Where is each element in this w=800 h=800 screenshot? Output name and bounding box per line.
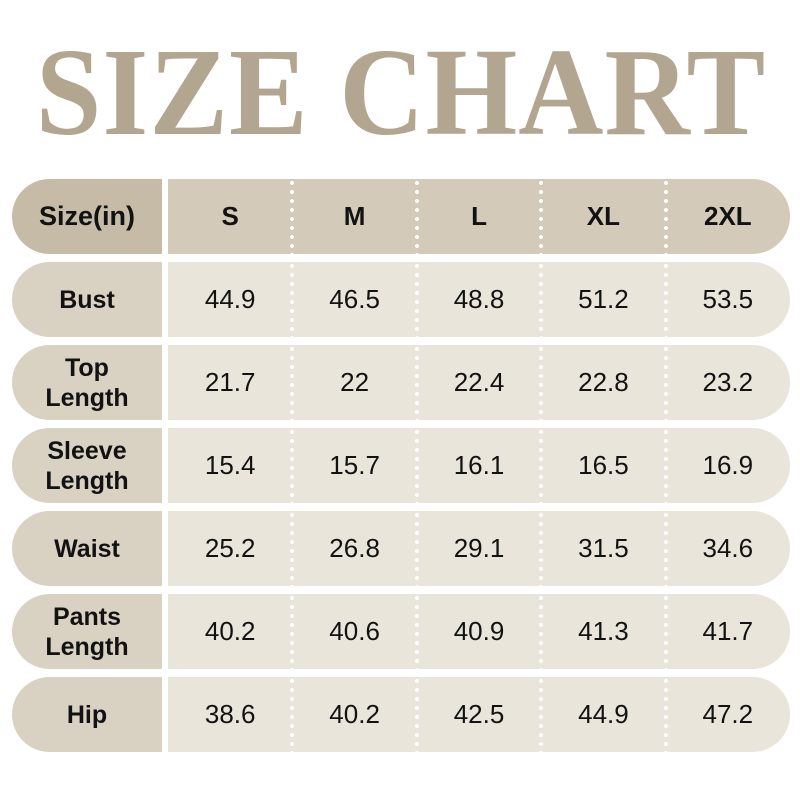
table-cell: 38.6 bbox=[204, 699, 256, 730]
table-body: Bust 44.9 46.5 48.8 51.2 53.5 Top Length… bbox=[12, 262, 790, 753]
row-label: Top Length bbox=[12, 345, 162, 421]
table-row: Bust 44.9 46.5 48.8 51.2 53.5 bbox=[12, 262, 790, 338]
table-cell: 23.2 bbox=[663, 345, 790, 421]
row-values: 38.6 40.2 42.5 44.9 47.2 bbox=[168, 677, 790, 753]
table-cell: 22 bbox=[290, 345, 416, 421]
table-cell: 22.8 bbox=[539, 345, 665, 421]
table-cell: 46.5 bbox=[290, 262, 416, 338]
table-cell: 41.7 bbox=[663, 594, 790, 670]
column-header-2xl: 2XL bbox=[663, 179, 790, 255]
table-cell: 31.5 bbox=[539, 511, 665, 587]
column-header-l: L bbox=[414, 179, 541, 255]
row-label: Sleeve Length bbox=[12, 428, 162, 504]
table-cell: 44.9 bbox=[204, 284, 256, 315]
table-cell: 44.9 bbox=[539, 677, 665, 753]
row-values: 40.2 40.6 40.9 41.3 41.7 bbox=[168, 594, 790, 670]
row-values: 25.2 26.8 29.1 31.5 34.6 bbox=[168, 511, 790, 587]
page-title: SIZE CHART bbox=[35, 22, 767, 162]
table-cell: 25.2 bbox=[204, 533, 256, 564]
table-cell: 26.8 bbox=[290, 511, 416, 587]
table-corner-header: Size(in) bbox=[12, 179, 162, 255]
table-row: Waist 25.2 26.8 29.1 31.5 34.6 bbox=[12, 511, 790, 587]
table-cell: 40.9 bbox=[414, 594, 541, 670]
row-label: Bust bbox=[12, 262, 162, 338]
row-label: Pants Length bbox=[12, 594, 162, 670]
size-table: Size(in) S M L XL 2XL Bust 44.9 46.5 48.… bbox=[12, 179, 790, 753]
table-cell: 40.2 bbox=[204, 616, 256, 647]
table-cell: 15.7 bbox=[290, 428, 416, 504]
column-header-xl: XL bbox=[539, 179, 665, 255]
header-values: S M L XL 2XL bbox=[168, 179, 790, 255]
table-cell: 48.8 bbox=[414, 262, 541, 338]
table-cell: 22.4 bbox=[414, 345, 541, 421]
column-header-m: M bbox=[290, 179, 416, 255]
row-label: Waist bbox=[12, 511, 162, 587]
row-values: 15.4 15.7 16.1 16.5 16.9 bbox=[168, 428, 790, 504]
table-cell: 15.4 bbox=[204, 450, 256, 481]
table-row: Hip 38.6 40.2 42.5 44.9 47.2 bbox=[12, 677, 790, 753]
table-cell: 29.1 bbox=[414, 511, 541, 587]
table-cell: 41.3 bbox=[539, 594, 665, 670]
table-cell: 21.7 bbox=[204, 367, 256, 398]
table-cell: 16.5 bbox=[539, 428, 665, 504]
table-cell: 51.2 bbox=[539, 262, 665, 338]
table-cell: 47.2 bbox=[663, 677, 790, 753]
table-cell: 34.6 bbox=[663, 511, 790, 587]
row-values: 44.9 46.5 48.8 51.2 53.5 bbox=[168, 262, 790, 338]
table-cell: 16.9 bbox=[663, 428, 790, 504]
table-cell: 53.5 bbox=[663, 262, 790, 338]
table-row: Sleeve Length 15.4 15.7 16.1 16.5 16.9 bbox=[12, 428, 790, 504]
table-cell: 40.6 bbox=[290, 594, 416, 670]
table-cell: 40.2 bbox=[290, 677, 416, 753]
row-label: Hip bbox=[12, 677, 162, 753]
table-row: Pants Length 40.2 40.6 40.9 41.3 41.7 bbox=[12, 594, 790, 670]
table-cell: 16.1 bbox=[414, 428, 541, 504]
table-row: Top Length 21.7 22 22.4 22.8 23.2 bbox=[12, 345, 790, 421]
table-header-row: Size(in) S M L XL 2XL bbox=[12, 179, 790, 255]
column-header-s: S bbox=[221, 201, 239, 232]
row-values: 21.7 22 22.4 22.8 23.2 bbox=[168, 345, 790, 421]
table-cell: 42.5 bbox=[414, 677, 541, 753]
